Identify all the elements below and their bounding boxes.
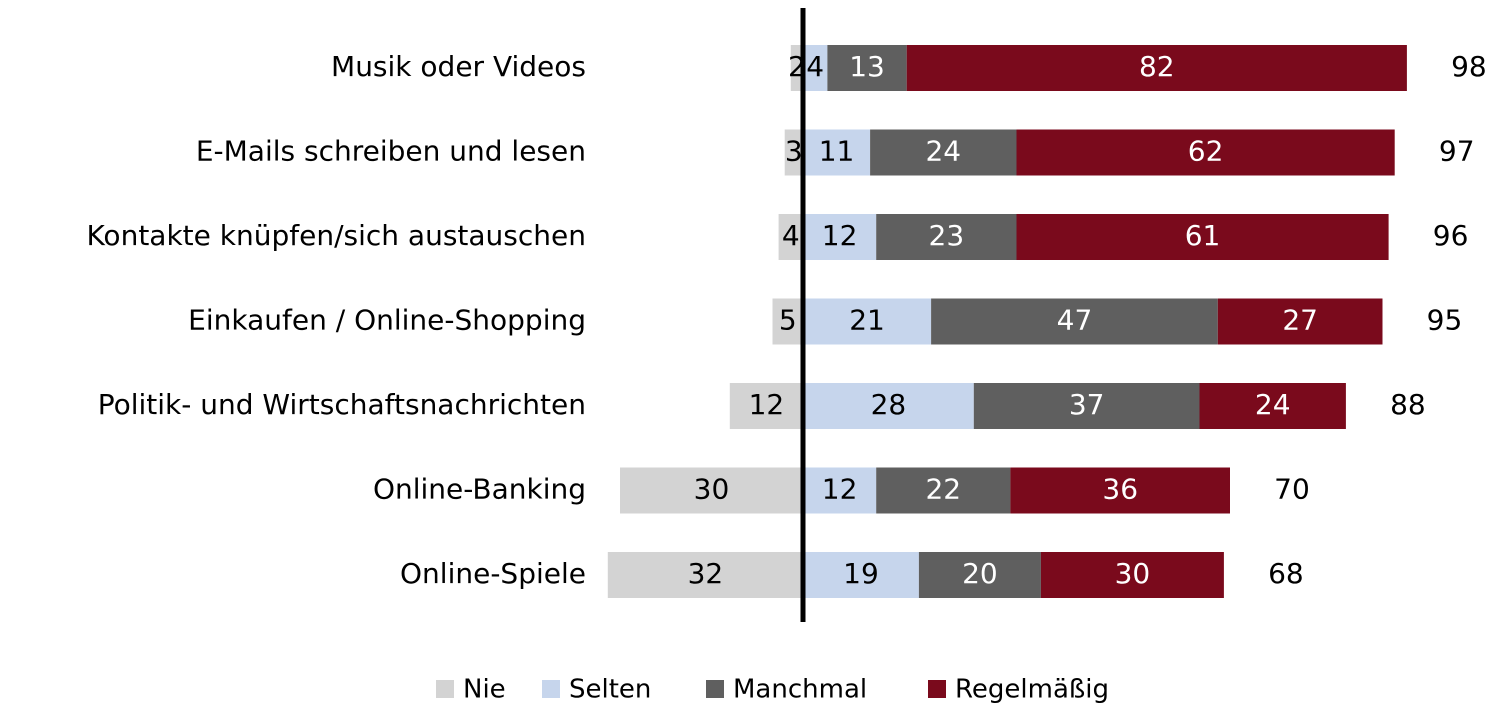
bar-segment — [803, 552, 919, 598]
value-label: 24 — [925, 135, 961, 168]
value-label: 5 — [779, 304, 797, 337]
bar-segment — [607, 552, 803, 598]
value-label: 82 — [1139, 50, 1175, 83]
value-label: 12 — [749, 388, 785, 421]
legend-label: Regelmäßig — [955, 675, 1109, 705]
bar-segment — [620, 467, 803, 514]
total-label: 68 — [1268, 557, 1304, 590]
total-label: 95 — [1427, 304, 1463, 337]
bar-segment — [803, 129, 871, 176]
total-label: 97 — [1439, 135, 1475, 168]
value-label: 3 — [785, 135, 803, 168]
value-label: 28 — [871, 388, 907, 421]
value-label: 61 — [1185, 219, 1221, 252]
bar-segment — [931, 298, 1218, 345]
value-label: 13 — [849, 50, 885, 83]
bar-segment — [803, 298, 932, 345]
total-label: 70 — [1274, 473, 1310, 506]
legend-label: Nie — [463, 675, 506, 705]
value-label: 30 — [694, 473, 730, 506]
value-label: 32 — [688, 557, 724, 590]
total-label: 88 — [1390, 388, 1426, 421]
legend-swatch — [436, 680, 454, 698]
value-label: 37 — [1069, 388, 1105, 421]
value-label: 21 — [849, 304, 885, 337]
bar-segment — [876, 467, 1011, 514]
category-label: Musik oder Videos — [331, 50, 586, 83]
bar-segment — [790, 45, 803, 91]
bar-segment — [803, 45, 828, 91]
bar-segment — [1016, 214, 1389, 260]
value-label: 30 — [1115, 557, 1151, 590]
category-label: Kontakte knüpfen/sich austauschen — [86, 219, 586, 252]
total-label: 96 — [1433, 219, 1469, 252]
value-label: 36 — [1102, 473, 1138, 506]
bar-segment — [803, 383, 974, 429]
bar-segment — [1217, 298, 1383, 345]
legend-label: Selten — [569, 675, 651, 705]
value-label: 24 — [1255, 388, 1291, 421]
legend: Nie Selten Manchmal Regelmäßig — [436, 675, 1109, 705]
bar-segment — [778, 214, 803, 260]
bar-segment — [827, 45, 907, 91]
value-label: 22 — [925, 473, 961, 506]
bar-segment — [906, 45, 1407, 91]
value-label: 19 — [843, 557, 879, 590]
value-label: 12 — [822, 473, 858, 506]
bar-segment — [803, 467, 877, 514]
value-label: 62 — [1188, 135, 1224, 168]
bar-segment — [1016, 129, 1395, 176]
bar-segment — [729, 383, 803, 429]
value-label: 20 — [962, 557, 998, 590]
bar-segment — [870, 129, 1017, 176]
bar-segment — [1199, 383, 1346, 429]
value-label: 4 — [782, 219, 800, 252]
value-label: 4 — [806, 50, 824, 83]
legend-label: Manchmal — [733, 675, 867, 705]
category-label: Einkaufen / Online-Shopping — [188, 304, 586, 337]
bar-segment — [918, 552, 1041, 598]
category-label: Online-Spiele — [400, 557, 586, 590]
bar-segment — [803, 214, 877, 260]
legend-swatch — [928, 680, 946, 698]
value-label: 12 — [822, 219, 858, 252]
value-label: 47 — [1057, 304, 1093, 337]
bar-segment — [772, 298, 803, 345]
bar-segment — [876, 214, 1017, 260]
category-label: Online-Banking — [373, 473, 586, 506]
bar-segment — [1010, 467, 1230, 514]
legend-swatch — [706, 680, 724, 698]
total-label: 98 — [1451, 50, 1487, 83]
value-label: 11 — [819, 135, 855, 168]
value-label: 23 — [929, 219, 965, 252]
bar-segment — [973, 383, 1200, 429]
bar-segment — [1040, 552, 1224, 598]
legend-swatch — [542, 680, 560, 698]
category-label: E-Mails schreiben und lesen — [196, 135, 586, 168]
category-label: Politik- und Wirtschaftsnachrichten — [98, 388, 586, 421]
value-label: 27 — [1282, 304, 1318, 337]
bar-segment — [784, 129, 803, 176]
